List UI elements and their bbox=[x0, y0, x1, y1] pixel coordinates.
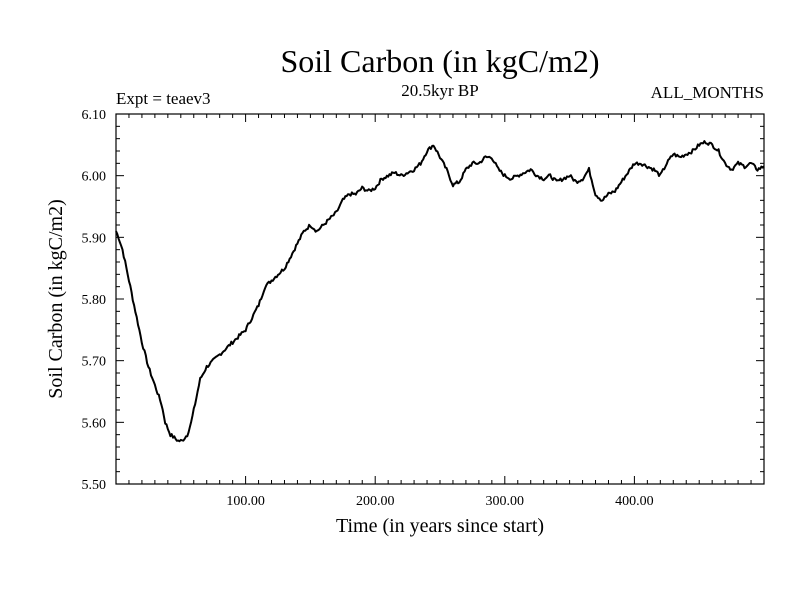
x-tick-label: 300.00 bbox=[486, 494, 525, 509]
x-axis-label: Time (in years since start) bbox=[336, 515, 544, 537]
y-axis-label: Soil Carbon (in kgC/m2) bbox=[45, 199, 67, 398]
period-label: 20.5kyr BP bbox=[401, 81, 478, 100]
chart-title: Soil Carbon (in kgC/m2) bbox=[280, 43, 599, 79]
experiment-label: Expt = teaev3 bbox=[116, 89, 211, 108]
soil-carbon-series-line bbox=[115, 140, 765, 443]
x-tick-label: 400.00 bbox=[615, 494, 654, 509]
y-tick-label: 6.00 bbox=[82, 170, 107, 185]
plot-frame bbox=[115, 113, 765, 485]
y-tick-label: 6.10 bbox=[82, 108, 107, 123]
y-tick-label: 5.50 bbox=[82, 478, 107, 493]
y-tick-label: 5.70 bbox=[82, 355, 107, 370]
axis-ticks bbox=[116, 114, 764, 484]
x-tick-label: 100.00 bbox=[226, 494, 265, 509]
y-tick-label: 5.80 bbox=[82, 293, 107, 308]
x-tick-label: 200.00 bbox=[356, 494, 395, 509]
months-label: ALL_MONTHS bbox=[651, 83, 764, 102]
tick-labels: 100.00 200.00 300.00 400.00 5.50 5.60 5.70 5.80… bbox=[82, 108, 654, 509]
y-tick-label: 5.60 bbox=[82, 416, 107, 431]
y-tick-label: 5.90 bbox=[82, 231, 107, 246]
